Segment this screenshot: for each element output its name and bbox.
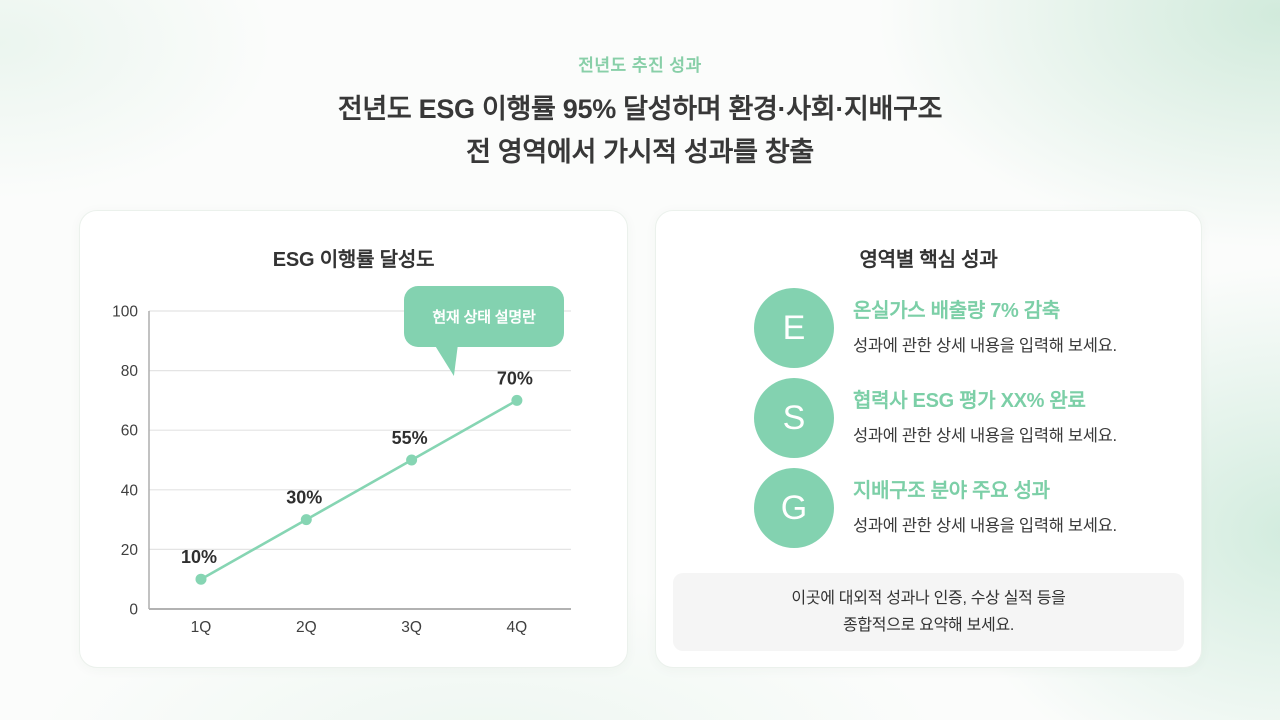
slide-title-line1: 전년도 ESG 이행률 95% 달성하며 환경·사회·지배구조 <box>337 94 943 124</box>
svg-text:55%: 55% <box>392 428 428 448</box>
esg-item-g-title: 지배구조 분야 주요 성과 <box>853 480 1050 502</box>
results-title: 영역별 핵심 성과 <box>859 249 998 271</box>
svg-text:60: 60 <box>121 423 139 440</box>
esg-item-e: E 온실가스 배출량 7% 감축 성과에 관한 상세 내용을 입력해 보세요. <box>754 288 1181 368</box>
esg-badge-s: S <box>754 378 834 458</box>
svg-text:40: 40 <box>121 482 139 499</box>
slide-title: 전년도 ESG 이행률 95% 달성하며 환경·사회·지배구조 전 영역에서 가… <box>0 88 1280 174</box>
slide-eyebrow: 전년도 추진 성과 <box>578 56 702 75</box>
esg-item-e-desc: 성과에 관한 상세 내용을 입력해 보세요. <box>853 337 1117 355</box>
svg-text:4Q: 4Q <box>507 619 528 636</box>
esg-item-g-text: 지배구조 분야 주요 성과 성과에 관한 상세 내용을 입력해 보세요. <box>853 468 1117 536</box>
summary-line2: 종합적으로 요약해 보세요. <box>842 617 1015 634</box>
svg-text:10%: 10% <box>181 547 217 567</box>
esg-badge-g: G <box>754 468 834 548</box>
svg-text:2Q: 2Q <box>296 619 317 636</box>
svg-text:80: 80 <box>121 363 139 380</box>
esg-item-e-text: 온실가스 배출량 7% 감축 성과에 관한 상세 내용을 입력해 보세요. <box>853 288 1117 356</box>
esg-badge-e: E <box>754 288 834 368</box>
results-card: 영역별 핵심 성과 E 온실가스 배출량 7% 감축 성과에 관한 상세 내용을… <box>655 210 1202 668</box>
esg-item-e-title: 온실가스 배출량 7% 감축 <box>853 300 1060 322</box>
esg-item-list: E 온실가스 배출량 7% 감축 성과에 관한 상세 내용을 입력해 보세요. … <box>754 288 1181 558</box>
summary-line1: 이곳에 대외적 성과나 인증, 수상 실적 등을 <box>791 590 1066 607</box>
slide-title-line2: 전 영역에서 가시적 성과를 창출 <box>466 137 814 167</box>
svg-text:100: 100 <box>112 304 138 321</box>
svg-text:20: 20 <box>121 542 139 559</box>
esg-line-chart: 0 20 40 60 80 100 1Q 2Q 3Q 4Q 10% 30% 55% 70% <box>112 304 571 636</box>
esg-item-g-desc: 성과에 관한 상세 내용을 입력해 보세요. <box>853 517 1117 535</box>
svg-text:0: 0 <box>129 602 138 619</box>
svg-text:30%: 30% <box>286 488 322 508</box>
esg-item-s-title: 협력사 ESG 평가 XX% 완료 <box>853 390 1086 412</box>
svg-text:1Q: 1Q <box>191 619 212 636</box>
esg-item-s: S 협력사 ESG 평가 XX% 완료 성과에 관한 상세 내용을 입력해 보세… <box>754 378 1181 458</box>
chart-title: ESG 이행률 달성도 <box>272 249 435 271</box>
esg-item-s-text: 협력사 ESG 평가 XX% 완료 성과에 관한 상세 내용을 입력해 보세요. <box>853 378 1117 446</box>
summary-box: 이곳에 대외적 성과나 인증, 수상 실적 등을 종합적으로 요약해 보세요. <box>673 573 1184 651</box>
chart-card: ESG 이행률 달성도 0 20 40 60 80 100 1Q 2Q 3Q 4Q 10% 30% 55… <box>79 210 628 668</box>
esg-item-s-desc: 성과에 관한 상세 내용을 입력해 보세요. <box>853 427 1117 445</box>
chart-tooltip: 현재 상태 설명란 <box>404 286 564 347</box>
svg-text:3Q: 3Q <box>401 619 422 636</box>
svg-text:70%: 70% <box>497 368 533 388</box>
esg-item-g: G 지배구조 분야 주요 성과 성과에 관한 상세 내용을 입력해 보세요. <box>754 468 1181 548</box>
